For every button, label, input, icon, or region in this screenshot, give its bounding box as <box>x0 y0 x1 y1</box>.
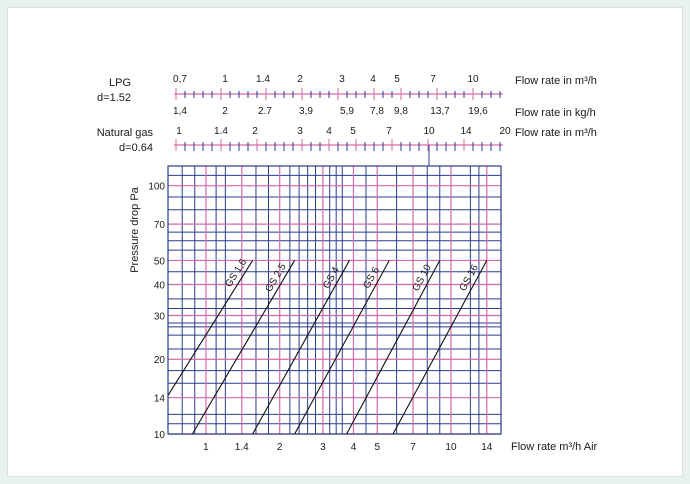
plot-frame <box>167 165 502 435</box>
natural-gas-tick-label: 14 <box>460 126 472 137</box>
lpg-bottom-tick-label: 7,8 <box>370 106 384 117</box>
x-tick-label: 1 <box>203 442 209 453</box>
lpg-top-tick-label: 0,7 <box>173 74 187 85</box>
lpg-top-tick-label: 1.4 <box>256 74 270 85</box>
lpg-top-tick-label: 2 <box>297 74 303 85</box>
y-tick-label: 30 <box>154 312 166 323</box>
x-tick-label: 3 <box>320 442 326 453</box>
gs-curve-line <box>294 260 390 434</box>
lpg-bottom-tick-label: 2 <box>222 106 228 117</box>
lpg-bottom-tick-label: 2.7 <box>258 106 272 117</box>
x-tick-label: 7 <box>410 442 416 453</box>
gs-curve-line <box>252 260 350 434</box>
curve-group <box>168 260 488 434</box>
natural-gas-tick-label: 4 <box>326 126 332 137</box>
gs-curve-line <box>392 260 488 434</box>
lpg-bottom-tick-label: 13,7 <box>430 106 450 117</box>
lpg-label: LPG <box>109 77 131 89</box>
x-tick-label: 4 <box>351 442 357 453</box>
y-tick-label: 40 <box>154 280 166 291</box>
natural-gas-tick-label: 2 <box>252 126 258 137</box>
lpg-bottom-tick-label: 1,4 <box>173 106 187 117</box>
x-tick-label: 14 <box>481 442 493 453</box>
gs-curve-label: GS 4 <box>321 265 342 291</box>
gs-curve-line <box>191 260 296 434</box>
lpg-top-tick-label: 10 <box>467 74 479 85</box>
lpg-bottom-tick-label: 9,8 <box>394 106 408 117</box>
x-tick-label: 5 <box>374 442 380 453</box>
lpg-bottom-tick-label: 5,9 <box>340 106 354 117</box>
lpg-bottom-tick-label: 19,6 <box>468 106 488 117</box>
natural-gas-tick-label: 1 <box>176 126 182 137</box>
x-tick-label: 10 <box>445 442 457 453</box>
lpg-top-tick-label: 1 <box>222 74 228 85</box>
y-tick-label: 100 <box>148 182 165 193</box>
x-tick-label: 2 <box>277 442 283 453</box>
lpg-top-tick-label: 4 <box>370 74 376 85</box>
lpg-density: d=1.52 <box>97 92 131 104</box>
gs-curve-line <box>168 260 254 396</box>
gs-curve-label: GS 6 <box>361 265 382 291</box>
y-tick-label: 50 <box>154 256 166 267</box>
natural-gas-label: Natural gas <box>97 127 154 139</box>
chart-panel: 1 1.4 2 3 4 5 7 10 14 10 14 20 30 40 50 70 100 GS 1,6 GS … <box>7 7 683 477</box>
natural-gas-tick-label: 7 <box>386 126 392 137</box>
y-tick-label: 10 <box>154 430 166 441</box>
natural-gas-tick-label: 20 <box>499 126 511 137</box>
x-tick-label: 1.4 <box>235 442 249 453</box>
natural-gas-density: d=0.64 <box>119 142 153 154</box>
y-axis-label: Pressure drop Pa <box>129 186 141 272</box>
gs-curve-line <box>346 260 441 434</box>
lpg-bottom-tick-label: 3,9 <box>299 106 313 117</box>
natural-gas-tick-label: 5 <box>350 126 356 137</box>
y-tick-label: 14 <box>154 394 166 405</box>
y-tick-label: 70 <box>154 220 166 231</box>
natural-gas-tick-label: 1.4 <box>214 126 228 137</box>
y-tick-label: 20 <box>154 355 166 366</box>
lpg-top-tick-label: 5 <box>394 74 400 85</box>
natural-gas-tick-label: 10 <box>423 126 435 137</box>
lpg-bottom-label: Flow rate in kg/h <box>515 107 596 119</box>
lpg-top-tick-label: 3 <box>339 74 345 85</box>
x-axis-label: Flow rate m³/h Air <box>511 441 598 453</box>
lpg-top-tick-label: 7 <box>430 74 436 85</box>
lpg-top-label: Flow rate in m³/h <box>515 75 597 87</box>
natural-gas-tick-label: 3 <box>297 126 303 137</box>
gs-curve-label: GS 2,5 <box>264 261 289 294</box>
natural-gas-top-label: Flow rate in m³/h <box>515 127 597 139</box>
